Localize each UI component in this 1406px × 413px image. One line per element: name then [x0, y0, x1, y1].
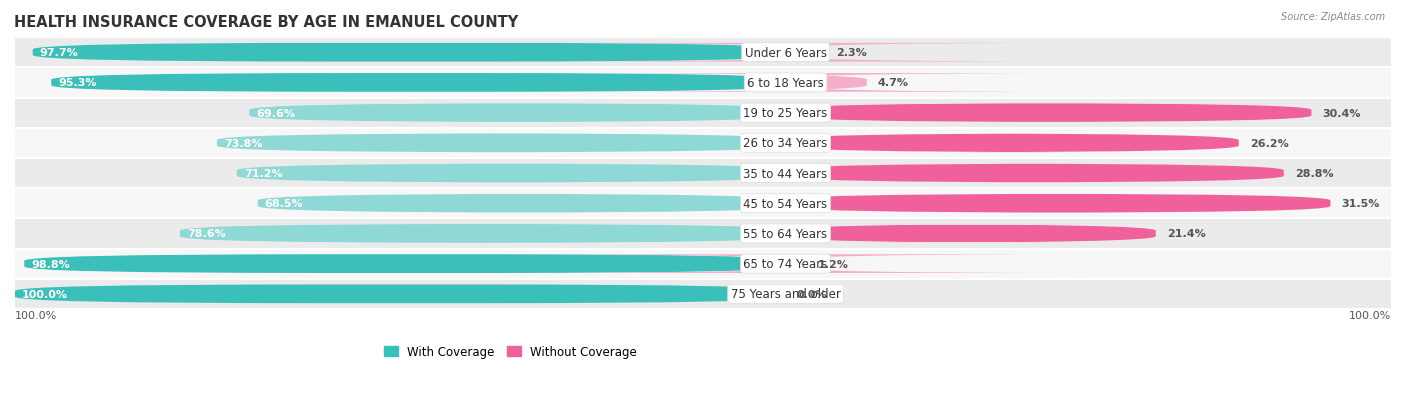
- Text: 100.0%: 100.0%: [22, 289, 67, 299]
- Text: 26.2%: 26.2%: [1250, 138, 1288, 148]
- Text: Under 6 Years: Under 6 Years: [745, 47, 827, 59]
- Text: 4.7%: 4.7%: [877, 78, 908, 88]
- Bar: [15, 38, 1391, 68]
- Text: 0.0%: 0.0%: [797, 289, 827, 299]
- Legend: With Coverage, Without Coverage: With Coverage, Without Coverage: [380, 341, 641, 363]
- Text: HEALTH INSURANCE COVERAGE BY AGE IN EMANUEL COUNTY: HEALTH INSURANCE COVERAGE BY AGE IN EMAN…: [14, 15, 517, 30]
- Bar: [15, 128, 1391, 159]
- FancyBboxPatch shape: [32, 44, 786, 62]
- FancyBboxPatch shape: [51, 74, 786, 93]
- Text: 1.2%: 1.2%: [817, 259, 848, 269]
- FancyBboxPatch shape: [24, 255, 786, 273]
- Text: 73.8%: 73.8%: [224, 138, 263, 148]
- Bar: [15, 249, 1391, 279]
- Text: 21.4%: 21.4%: [1167, 229, 1205, 239]
- Text: 19 to 25 Years: 19 to 25 Years: [744, 107, 828, 120]
- Text: 97.7%: 97.7%: [39, 48, 79, 58]
- Text: 100.0%: 100.0%: [1348, 310, 1391, 320]
- FancyBboxPatch shape: [786, 104, 1312, 123]
- Text: 35 to 44 Years: 35 to 44 Years: [744, 167, 828, 180]
- Bar: [15, 68, 1391, 98]
- Text: 6 to 18 Years: 6 to 18 Years: [747, 77, 824, 90]
- FancyBboxPatch shape: [786, 225, 1156, 243]
- FancyBboxPatch shape: [508, 255, 1084, 273]
- Text: 30.4%: 30.4%: [1323, 108, 1361, 119]
- Text: 31.5%: 31.5%: [1341, 199, 1379, 209]
- FancyBboxPatch shape: [786, 195, 1330, 213]
- FancyBboxPatch shape: [180, 225, 786, 243]
- Text: 68.5%: 68.5%: [264, 199, 304, 209]
- Text: 75 Years and older: 75 Years and older: [731, 287, 841, 301]
- FancyBboxPatch shape: [238, 164, 786, 183]
- Bar: [15, 159, 1391, 189]
- FancyBboxPatch shape: [786, 134, 1239, 153]
- Text: 71.2%: 71.2%: [243, 169, 283, 178]
- FancyBboxPatch shape: [786, 164, 1284, 183]
- Text: 95.3%: 95.3%: [58, 78, 97, 88]
- Bar: [15, 279, 1391, 309]
- FancyBboxPatch shape: [249, 104, 786, 123]
- Bar: [15, 189, 1391, 219]
- FancyBboxPatch shape: [527, 44, 1084, 62]
- Text: 69.6%: 69.6%: [256, 108, 295, 119]
- Text: 28.8%: 28.8%: [1295, 169, 1333, 178]
- Bar: [15, 98, 1391, 128]
- Text: 100.0%: 100.0%: [15, 310, 58, 320]
- FancyBboxPatch shape: [568, 74, 1084, 93]
- Bar: [15, 219, 1391, 249]
- Text: 45 to 54 Years: 45 to 54 Years: [744, 197, 828, 210]
- Text: 26 to 34 Years: 26 to 34 Years: [744, 137, 828, 150]
- Text: Source: ZipAtlas.com: Source: ZipAtlas.com: [1281, 12, 1385, 22]
- FancyBboxPatch shape: [217, 134, 786, 153]
- Text: 78.6%: 78.6%: [187, 229, 225, 239]
- Text: 2.3%: 2.3%: [837, 48, 868, 58]
- Text: 65 to 74 Years: 65 to 74 Years: [744, 257, 828, 271]
- FancyBboxPatch shape: [15, 285, 786, 304]
- Text: 55 to 64 Years: 55 to 64 Years: [744, 228, 828, 240]
- FancyBboxPatch shape: [257, 195, 786, 213]
- Text: 98.8%: 98.8%: [31, 259, 70, 269]
